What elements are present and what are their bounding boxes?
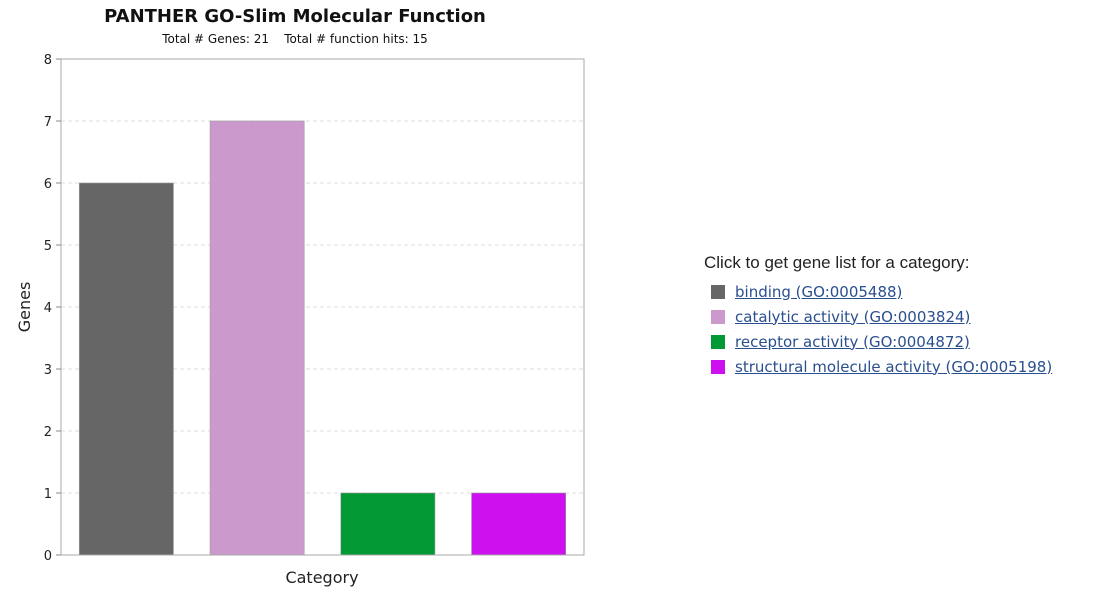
y-tick-label: 2	[44, 425, 52, 440]
legend-list: binding (GO:0005488) catalytic activity …	[704, 279, 1104, 379]
y-tick-label: 7	[44, 115, 52, 130]
y-tick-label: 3	[44, 363, 52, 378]
y-tick-label: 5	[44, 239, 52, 254]
bar[interactable]	[209, 120, 305, 556]
y-tick-label: 8	[44, 53, 52, 68]
legend-item-receptor-activity[interactable]: receptor activity (GO:0004872)	[711, 329, 1104, 354]
bar[interactable]	[340, 492, 436, 556]
legend-item-binding[interactable]: binding (GO:0005488)	[711, 279, 1104, 304]
legend-swatch-receptor-activity	[711, 334, 725, 349]
legend-link-structural-molecule-activity[interactable]: structural molecule activity (GO:0005198…	[735, 357, 1053, 376]
legend-item-catalytic-activity[interactable]: catalytic activity (GO:0003824)	[711, 304, 1104, 329]
y-tick-label: 1	[44, 487, 52, 502]
y-tick-label: 4	[44, 301, 52, 316]
legend-swatch-catalytic-activity	[711, 309, 725, 324]
legend-link-binding[interactable]: binding (GO:0005488)	[735, 282, 903, 301]
legend-swatch-binding	[711, 284, 725, 299]
legend-item-structural-molecule-activity[interactable]: structural molecule activity (GO:0005198…	[711, 354, 1104, 379]
legend-heading: Click to get gene list for a category:	[704, 253, 970, 272]
y-axis: 0 1 2 3 4 5 6 7 8	[44, 53, 61, 564]
legend-link-catalytic-activity[interactable]: catalytic activity (GO:0003824)	[735, 307, 971, 326]
y-tick-label: 0	[44, 549, 52, 564]
x-axis-label: Category	[285, 568, 358, 587]
chart-subtitle: Total # Genes: 21 Total # function hits:…	[161, 32, 428, 46]
chart-title: PANTHER GO-Slim Molecular Function	[104, 6, 486, 27]
legend-swatch-structural-molecule-activity	[711, 359, 725, 374]
bar[interactable]	[79, 182, 174, 556]
bar-chart: PANTHER GO-Slim Molecular Function Total…	[15, 6, 585, 587]
bars	[79, 120, 566, 556]
bar[interactable]	[471, 492, 566, 556]
legend-link-receptor-activity[interactable]: receptor activity (GO:0004872)	[735, 332, 970, 351]
y-axis-label: Genes	[15, 282, 34, 333]
category-legend: Click to get gene list for a category: b…	[704, 252, 1104, 379]
y-tick-label: 6	[44, 177, 52, 192]
